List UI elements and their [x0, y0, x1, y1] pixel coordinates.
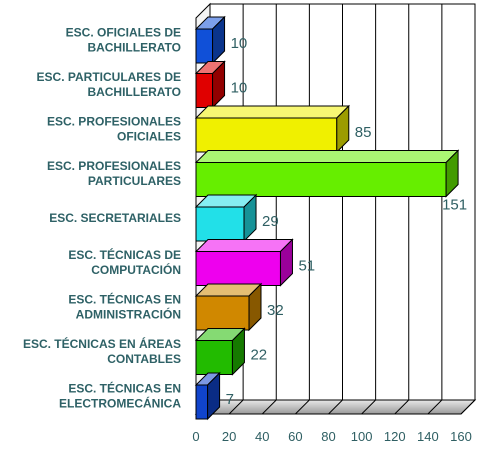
x-tick-20: 20: [222, 429, 236, 444]
value-label-8: 22: [250, 347, 267, 364]
category-label-line: ESC. PARTICULARES DE: [37, 70, 181, 84]
category-label-5: ESC. SECRETARIALES: [49, 211, 181, 225]
floor-grid-40: [261, 399, 277, 415]
floor-grid-80: [328, 399, 343, 415]
category-label-line: OFICIALES: [117, 130, 181, 144]
bar-side-6: [279, 238, 293, 287]
x-tick-140: 140: [417, 429, 439, 444]
category-label-line: ESC. TÉCNICAS DE: [68, 247, 181, 262]
floor-grid-20: [228, 399, 244, 415]
category-label-line: ESC. SECRETARIALES: [49, 211, 181, 225]
category-label-line: PARTICULARES: [88, 174, 181, 188]
bar-1: [194, 15, 226, 65]
value-label-5: 29: [262, 213, 279, 230]
x-tick-0: 0: [192, 429, 199, 444]
plot-floor: [194, 399, 477, 415]
category-label-line: ESC. PROFESIONALES: [47, 159, 181, 173]
floor-grid-120: [394, 399, 410, 415]
bar-side-8: [231, 327, 245, 376]
bar-side-3: [336, 104, 350, 154]
category-label-line: ESC. TÉCNICAS EN: [68, 292, 181, 307]
bar-8: [194, 327, 246, 376]
category-label-1: ESC. OFICIALES DE BACHILLERATO: [66, 26, 181, 55]
bar-4: [194, 149, 460, 198]
bar-9: [194, 371, 221, 421]
bar-front-7: [195, 295, 250, 331]
value-label-2: 10: [231, 80, 248, 97]
category-label-4: ESC. PROFESIONALES PARTICULARES: [47, 159, 181, 188]
bar-side-7: [248, 282, 262, 332]
bars-group: [194, 15, 460, 421]
category-label-line: ESC. OFICIALES DE: [66, 26, 181, 40]
category-label-line: ADMINISTRACIÓN: [76, 307, 181, 322]
category-label-line: BACHILLERATO: [87, 41, 181, 55]
bar-front-2: [195, 73, 214, 108]
bar-front-8: [195, 340, 233, 375]
x-tick-40: 40: [255, 429, 269, 444]
category-label-7: ESC. TÉCNICAS EN ADMINISTRACIÓN: [68, 292, 181, 322]
floor-grid-60: [295, 399, 310, 415]
value-label-1: 10: [231, 35, 248, 52]
bar-front-4: [195, 162, 447, 197]
bar-side-2: [212, 60, 226, 109]
bar-top-3: [194, 105, 350, 119]
x-tick-60: 60: [288, 429, 302, 444]
bar-2: [194, 60, 226, 109]
category-label-9: ESC. TÉCNICAS EN ELECTROMECÁNICA: [59, 381, 181, 411]
value-label-3: 85: [355, 124, 372, 141]
category-label-line: ESC. PROFESIONALES: [47, 115, 181, 129]
bar-6: [194, 238, 294, 287]
floor-grid-100: [361, 399, 376, 415]
bar-front-1: [195, 28, 214, 64]
category-label-line: ELECTROMECÁNICA: [59, 396, 181, 411]
category-label-line: ESC. TÉCNICAS EN: [68, 381, 181, 396]
value-label-9: 7: [226, 391, 234, 408]
value-label-4: 151: [442, 197, 467, 214]
bar-front-3: [195, 117, 338, 153]
bar-side-5: [243, 193, 257, 243]
value-labels: 10 10 85 151 29 51 32 22 7: [226, 35, 468, 408]
category-label-line: COMPUTACIÓN: [91, 262, 181, 277]
value-label-7: 32: [267, 302, 284, 319]
x-tick-labels: 0 20 40 60 80 100 120 140 160: [192, 429, 471, 444]
category-label-line: BACHILLERATO: [87, 85, 181, 99]
bar-top-6: [194, 239, 294, 252]
x-tick-160: 160: [450, 429, 472, 444]
bar-front-9: [195, 384, 209, 420]
bar-side-1: [212, 15, 226, 65]
category-label-line: CONTABLES: [107, 352, 181, 366]
bar-7: [194, 282, 263, 332]
value-label-6: 51: [298, 258, 315, 275]
bar-side-9: [207, 371, 221, 421]
x-tick-80: 80: [321, 429, 335, 444]
category-label-6: ESC. TÉCNICAS DE COMPUTACIÓN: [68, 247, 181, 277]
floor-grid-140: [427, 399, 443, 415]
category-label-8: ESC. TÉCNICAS EN ÁREAS CONTABLES: [23, 336, 181, 366]
category-label-line: ESC. TÉCNICAS EN ÁREAS: [23, 336, 181, 351]
category-label-2: ESC. PARTICULARES DE BACHILLERATO: [37, 70, 181, 99]
bar-side-4: [445, 149, 459, 198]
bar-5: [194, 193, 258, 243]
bar-3: [194, 104, 350, 154]
bar-top-4: [194, 150, 460, 163]
x-tick-100: 100: [351, 429, 373, 444]
floor-grid-160: [460, 399, 476, 415]
bar-front-6: [195, 251, 281, 286]
bar-front-5: [195, 206, 245, 242]
x-tick-120: 120: [384, 429, 406, 444]
category-label-3: ESC. PROFESIONALES OFICIALES: [47, 115, 181, 144]
